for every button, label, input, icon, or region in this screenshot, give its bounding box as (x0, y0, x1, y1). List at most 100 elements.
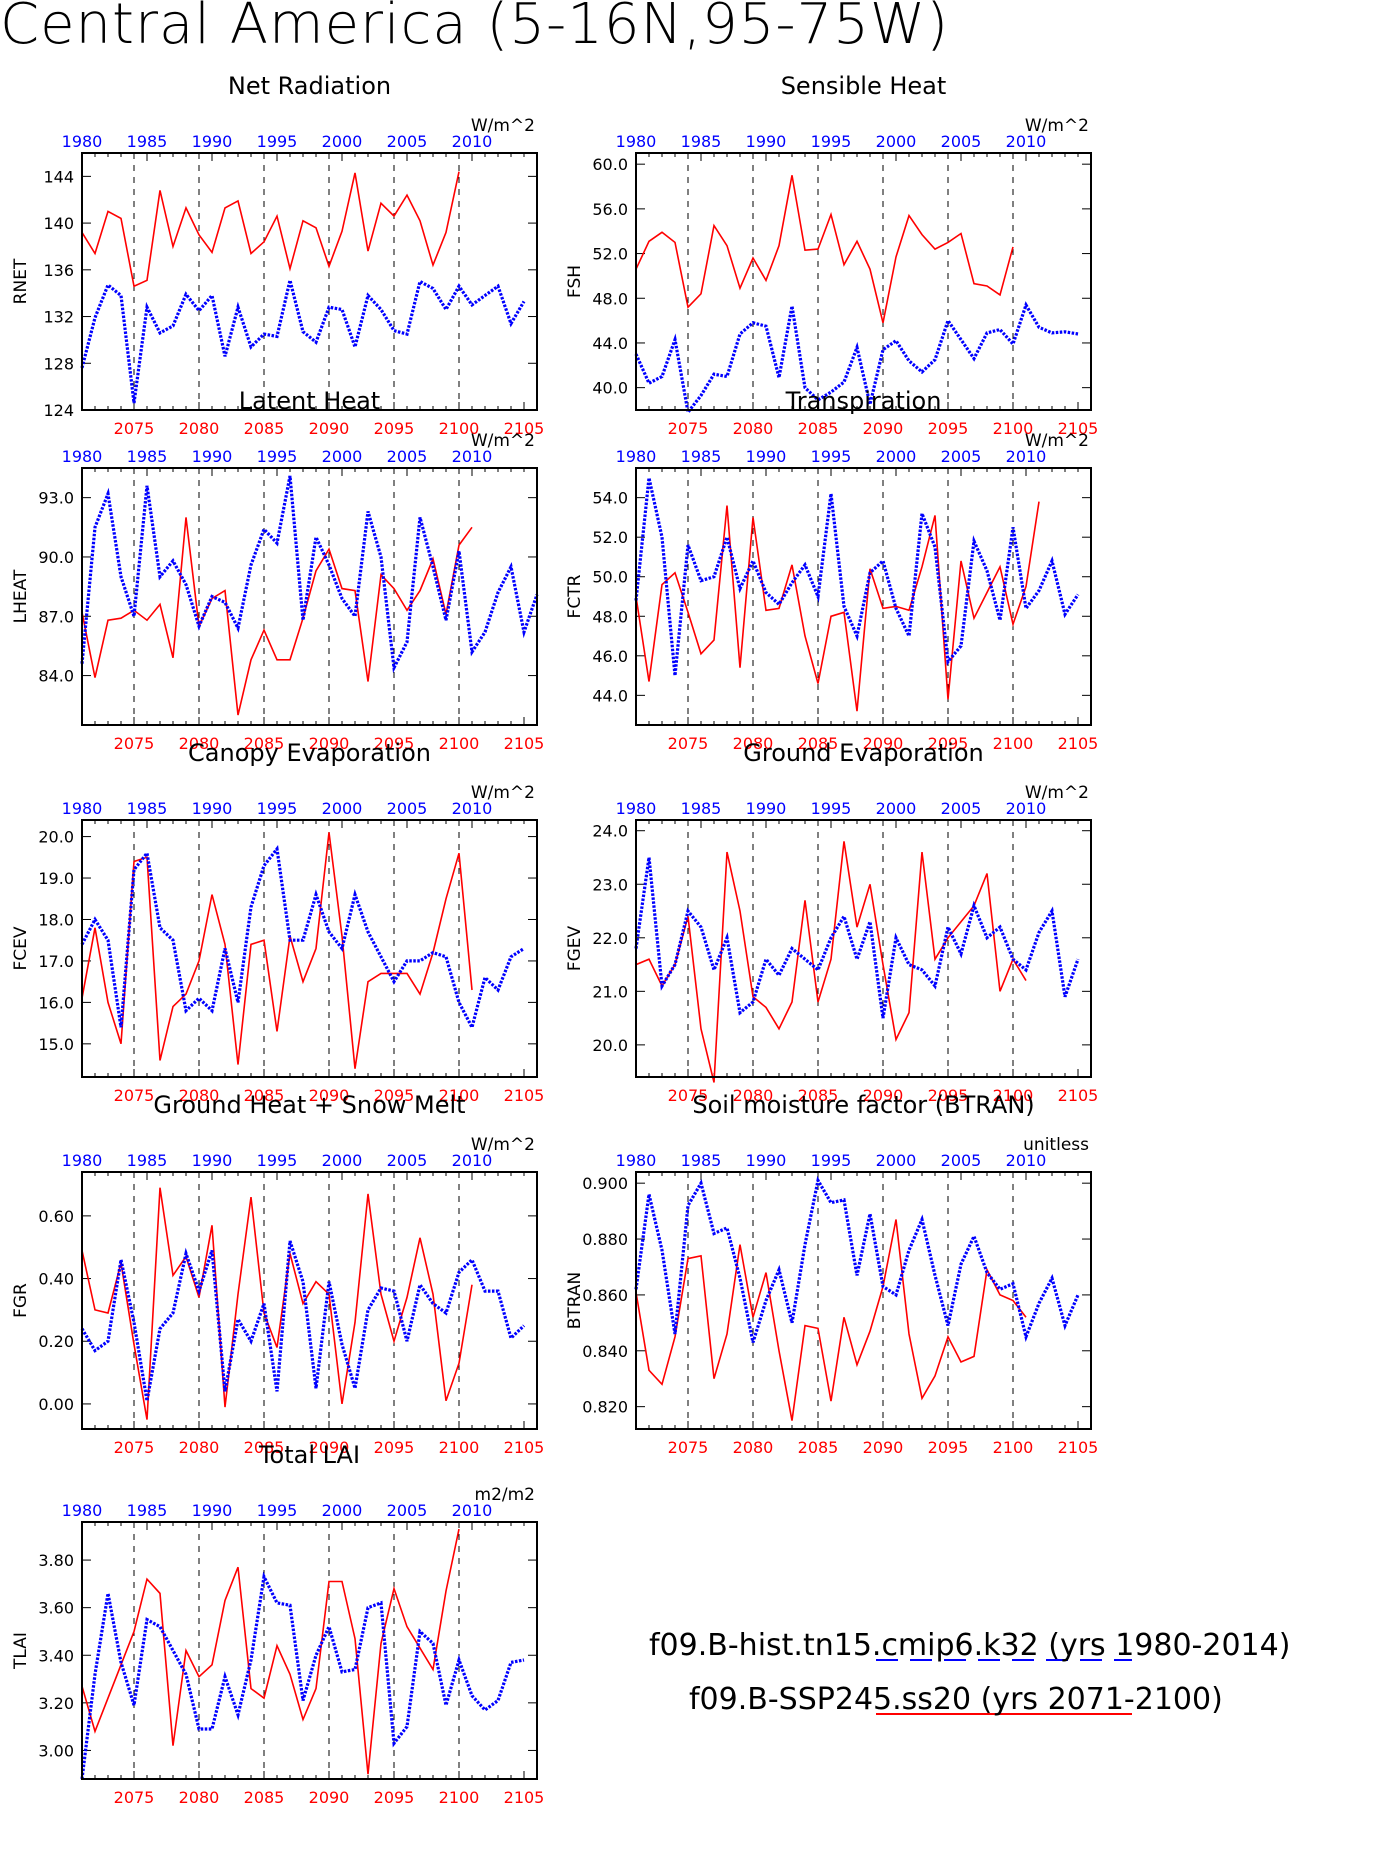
bottom-tick-label: 2090 (863, 734, 904, 753)
bottom-tick-label: 2085 (244, 1438, 285, 1457)
y-tick-label: 20.0 (592, 1036, 628, 1055)
bottom-tick-label: 2075 (668, 419, 709, 438)
y-axis-label: LHEAT (11, 569, 31, 623)
y-tick-label: 0.40 (38, 1270, 74, 1289)
panel-tlai: Total LAI m2/m2 1980 1985 1990 1995 2000 2005 20… (11, 1441, 544, 1807)
y-tick-label: 0.900 (582, 1174, 628, 1193)
y-axis-label: FCEV (11, 926, 31, 970)
panel-units: W/m^2 (1025, 431, 1089, 451)
top-tick-label: 1980 (616, 1151, 657, 1170)
bottom-tick-label: 2075 (114, 734, 155, 753)
y-tick-label: 0.840 (582, 1342, 628, 1361)
y-tick-label: 60.0 (592, 155, 628, 174)
bottom-tick-label: 2085 (798, 419, 839, 438)
bottom-tick-label: 2090 (309, 1788, 350, 1807)
top-tick-label: 2000 (876, 447, 917, 466)
top-tick-label: 2010 (1006, 132, 1047, 151)
bottom-tick-label: 2105 (504, 734, 545, 753)
top-tick-label: 2005 (941, 1151, 982, 1170)
panel-btran: Soil moisture factor (BTRAN) unitless 1980… (565, 1091, 1098, 1457)
bottom-tick-label: 2085 (244, 734, 285, 753)
top-tick-label: 1985 (681, 132, 722, 151)
series-ssp245-line (635, 175, 1014, 323)
top-tick-label: 1985 (127, 1151, 168, 1170)
bottom-tick-label: 2075 (114, 1086, 155, 1105)
bottom-tick-label: 2080 (179, 1788, 220, 1807)
legend-hist-label: f09.B-hist.tn15.cmip6.k32 (yrs 1980-2014… (649, 1628, 1291, 1663)
top-tick-label: 1980 (616, 132, 657, 151)
top-tick-label: 1980 (616, 447, 657, 466)
plot-frame (635, 1171, 1092, 1430)
top-tick-label: 2010 (452, 132, 493, 151)
y-tick-label: 24.0 (592, 822, 628, 841)
panel-title: Transpiration (785, 387, 942, 415)
y-tick-label: 3.20 (38, 1694, 74, 1713)
y-tick-label: 17.0 (38, 952, 74, 971)
bottom-tick-label: 2085 (244, 1788, 285, 1807)
y-tick-label: 136 (43, 261, 74, 280)
panel-fcev: Canopy Evaporation W/m^2 1980 1985 1990 1995 2… (11, 739, 544, 1105)
top-tick-label: 2010 (452, 447, 493, 466)
panel-units: W/m^2 (471, 783, 535, 803)
bottom-tick-label: 2105 (1058, 1086, 1099, 1105)
series-hist-line (80, 279, 526, 404)
series-hist-line (80, 1571, 525, 1780)
page-title: Central America (5-16N,95-75W) (0, 0, 950, 57)
plot-frame (81, 467, 538, 726)
series-hist-line (80, 475, 539, 674)
panel-rnet: Net Radiation W/m^2 1980 1985 1990 1995 2000 20… (11, 72, 544, 438)
top-tick-label: 1995 (811, 799, 852, 818)
top-tick-label: 1980 (62, 1501, 103, 1520)
top-tick-label: 1980 (62, 132, 103, 151)
panel-units: W/m^2 (471, 431, 535, 451)
top-tick-label: 2000 (876, 799, 917, 818)
bottom-tick-label: 2085 (244, 419, 285, 438)
bottom-tick-label: 2100 (439, 1788, 480, 1807)
series-ssp245-line (81, 1528, 460, 1775)
y-tick-label: 0.860 (582, 1286, 628, 1305)
top-tick-label: 1985 (127, 132, 168, 151)
panel-title: Sensible Heat (781, 72, 947, 100)
top-tick-label: 1990 (192, 799, 233, 818)
panel-title: Canopy Evaporation (188, 739, 431, 767)
bottom-tick-label: 2080 (733, 1086, 774, 1105)
bottom-tick-label: 2105 (504, 419, 545, 438)
top-tick-label: 1985 (127, 799, 168, 818)
series-hist-line (634, 857, 1080, 1019)
top-tick-label: 2010 (1006, 1151, 1047, 1170)
panel-units: unitless (1023, 1135, 1089, 1155)
series-ssp245-line (81, 832, 473, 1069)
top-tick-label: 1990 (192, 132, 233, 151)
top-tick-label: 2000 (322, 447, 363, 466)
top-tick-label: 2000 (322, 132, 363, 151)
y-tick-label: 144 (43, 167, 74, 186)
y-tick-label: 3.40 (38, 1646, 74, 1665)
y-tick-label: 48.0 (592, 289, 628, 308)
panel-fgev: Ground Evaporation W/m^2 1980 1985 1990 1995 2… (565, 739, 1098, 1105)
y-tick-label: 93.0 (38, 489, 74, 508)
top-tick-label: 1980 (62, 799, 103, 818)
top-tick-label: 2010 (1006, 447, 1047, 466)
bottom-tick-label: 2090 (863, 1086, 904, 1105)
bottom-tick-label: 2075 (668, 1086, 709, 1105)
y-tick-label: 87.0 (38, 607, 74, 626)
y-tick-label: 0.20 (38, 1332, 74, 1351)
bottom-tick-label: 2075 (668, 1438, 709, 1457)
panel-lheat: Latent Heat W/m^2 1980 1985 1990 1995 2000 2005… (11, 387, 544, 753)
bottom-tick-label: 2105 (1058, 734, 1099, 753)
top-tick-label: 2005 (941, 132, 982, 151)
y-tick-label: 90.0 (38, 548, 74, 567)
top-tick-label: 1995 (257, 447, 298, 466)
plot-frame (81, 1171, 538, 1430)
top-tick-label: 2005 (387, 1501, 428, 1520)
bottom-tick-label: 2085 (244, 1086, 285, 1105)
panel-units: W/m^2 (471, 116, 535, 136)
y-tick-label: 21.0 (592, 982, 628, 1001)
top-tick-label: 2005 (387, 799, 428, 818)
bottom-tick-label: 2095 (374, 734, 415, 753)
top-tick-label: 2000 (322, 799, 363, 818)
top-tick-label: 1995 (257, 1151, 298, 1170)
top-tick-label: 1985 (681, 799, 722, 818)
top-tick-label: 1990 (192, 447, 233, 466)
top-tick-label: 2005 (387, 447, 428, 466)
